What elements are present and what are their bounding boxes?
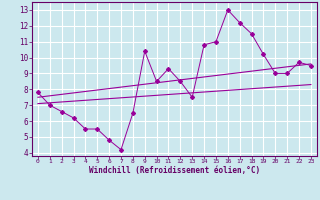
X-axis label: Windchill (Refroidissement éolien,°C): Windchill (Refroidissement éolien,°C) — [89, 166, 260, 175]
